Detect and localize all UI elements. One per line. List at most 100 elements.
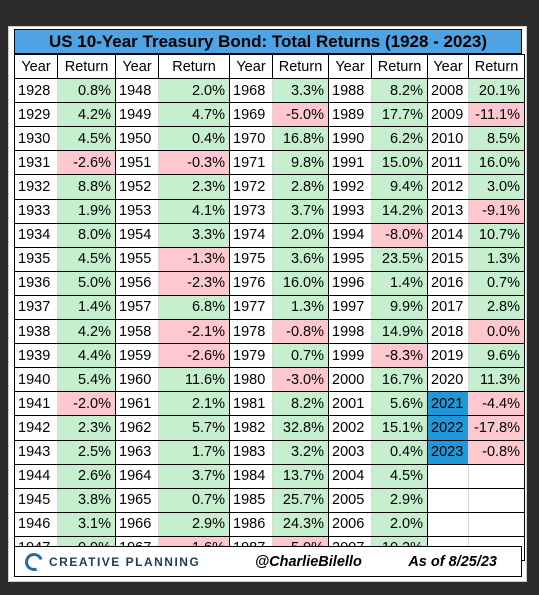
return-cell: 9.4%: [371, 174, 428, 200]
year-cell: 1929: [14, 102, 58, 128]
header-return: Return: [272, 53, 329, 80]
table-row: 1937 1.4% 1957 6.8% 1977 1.3% 1997 9.9% 2017 2.8%: [14, 294, 525, 321]
table-row: 1933 1.9% 1953 4.1% 1973 3.7% 1993 14.2% 2013 -9.…: [14, 198, 525, 224]
year-cell: 1953: [115, 198, 159, 224]
return-cell: -1.3%: [158, 246, 230, 272]
table-row: 1929 4.2% 1949 4.7% 1969 -5.0% 1989 17.7% 2009 -1…: [14, 102, 525, 128]
year-cell: 1988: [328, 78, 372, 104]
return-cell: 3.2%: [272, 439, 329, 465]
return-cell: 11.6%: [158, 367, 230, 393]
year-cell: 2021: [427, 391, 469, 417]
table-row: 1938 4.2% 1958 -2.1% 1978 -0.8% 1998 14.9% 2018 0…: [14, 319, 525, 345]
return-cell: 3.3%: [158, 222, 230, 248]
return-cell: 16.0%: [272, 270, 329, 296]
year-cell: 1986: [229, 511, 273, 537]
return-cell: 2.9%: [371, 487, 428, 513]
return-cell: -0.3%: [158, 150, 230, 176]
year-cell: 2010: [427, 126, 469, 152]
year-cell: 1941: [14, 391, 58, 417]
return-cell: 2.1%: [158, 391, 230, 417]
year-cell: 1961: [115, 391, 159, 417]
year-cell: 1964: [115, 463, 159, 489]
year-cell: 1974: [229, 222, 273, 248]
return-cell: 2.9%: [158, 511, 230, 537]
table-row: 1941 -2.0% 1961 2.1% 1981 8.2% 2001 5.6% 2021 -4.…: [14, 391, 525, 417]
table-row: 1928 0.8% 1948 2.0% 1968 3.3% 1988 8.2% 2008 20.1…: [14, 78, 525, 104]
empty-cell: [427, 487, 469, 513]
year-cell: 1958: [115, 319, 159, 345]
return-cell: 0.8%: [57, 78, 116, 104]
return-cell: 5.4%: [57, 367, 116, 393]
year-cell: 1952: [115, 174, 159, 200]
year-cell: 1944: [14, 463, 58, 489]
year-cell: 1954: [115, 222, 159, 248]
year-cell: 1977: [229, 294, 273, 321]
return-cell: 2.8%: [272, 174, 329, 200]
return-cell: 23.5%: [371, 246, 428, 272]
return-cell: 2.3%: [57, 415, 116, 441]
footer: CREATIVE PLANNING @CharlieBilello As of …: [14, 546, 522, 577]
table-row: 1944 2.6% 1964 3.7% 1984 13.7% 2004 4.5%: [14, 463, 525, 489]
year-cell: 1968: [229, 78, 273, 104]
year-cell: 1935: [14, 246, 58, 272]
return-cell: 9.6%: [468, 343, 525, 369]
header-year: Year: [427, 53, 469, 80]
year-cell: 1971: [229, 150, 273, 176]
return-cell: 5.7%: [158, 415, 230, 441]
year-cell: 1992: [328, 174, 372, 200]
return-cell: 2.0%: [158, 78, 230, 104]
year-cell: 1936: [14, 270, 58, 296]
year-cell: 1966: [115, 511, 159, 537]
table-row: 1940 5.4% 1960 11.6% 1980 -3.0% 2000 16.7% 2020 1…: [14, 367, 525, 393]
table-row: 1935 4.5% 1955 -1.3% 1975 3.6% 1995 23.5% 2015 1.…: [14, 246, 525, 272]
header-year: Year: [229, 53, 273, 80]
return-cell: 3.6%: [272, 246, 329, 272]
year-cell: 1984: [229, 463, 273, 489]
year-cell: 2023: [427, 439, 469, 465]
year-cell: 1946: [14, 511, 58, 537]
year-cell: 1982: [229, 415, 273, 441]
return-cell: -9.1%: [468, 198, 525, 224]
return-cell: -8.0%: [371, 222, 428, 248]
year-cell: 2011: [427, 150, 469, 176]
year-cell: 1969: [229, 102, 273, 128]
year-cell: 1970: [229, 126, 273, 152]
return-cell: 25.7%: [272, 487, 329, 513]
return-cell: 3.7%: [272, 198, 329, 224]
return-cell: 0.7%: [468, 270, 525, 296]
year-cell: 2003: [328, 439, 372, 465]
empty-cell: [468, 511, 525, 537]
return-cell: 5.6%: [371, 391, 428, 417]
year-cell: 1951: [115, 150, 159, 176]
year-cell: 1960: [115, 367, 159, 393]
year-cell: 1928: [14, 78, 58, 104]
return-cell: 1.7%: [158, 439, 230, 465]
year-cell: 2020: [427, 367, 469, 393]
year-cell: 1943: [14, 439, 58, 465]
year-cell: 1997: [328, 294, 372, 321]
return-cell: 4.4%: [57, 343, 116, 369]
return-cell: 1.4%: [57, 294, 116, 321]
return-cell: 2.0%: [371, 511, 428, 537]
year-cell: 2017: [427, 294, 469, 321]
return-cell: 15.0%: [371, 150, 428, 176]
empty-cell: [427, 511, 469, 537]
return-cell: 8.5%: [468, 126, 525, 152]
year-cell: 1994: [328, 222, 372, 248]
return-cell: 4.7%: [158, 102, 230, 128]
return-cell: 14.2%: [371, 198, 428, 224]
year-cell: 2002: [328, 415, 372, 441]
table-row: 1939 4.4% 1959 -2.6% 1979 0.7% 1999 -8.3% 2019 9.…: [14, 343, 525, 369]
year-cell: 1934: [14, 222, 58, 248]
return-cell: 8.0%: [57, 222, 116, 248]
return-cell: 1.4%: [371, 270, 428, 296]
year-cell: 1930: [14, 126, 58, 152]
return-cell: 9.8%: [272, 150, 329, 176]
empty-cell: [468, 487, 525, 513]
return-cell: 10.7%: [468, 222, 525, 248]
return-cell: 1.9%: [57, 198, 116, 224]
year-cell: 1959: [115, 343, 159, 369]
year-cell: 1938: [14, 319, 58, 345]
year-cell: 1976: [229, 270, 273, 296]
year-cell: 1965: [115, 487, 159, 513]
